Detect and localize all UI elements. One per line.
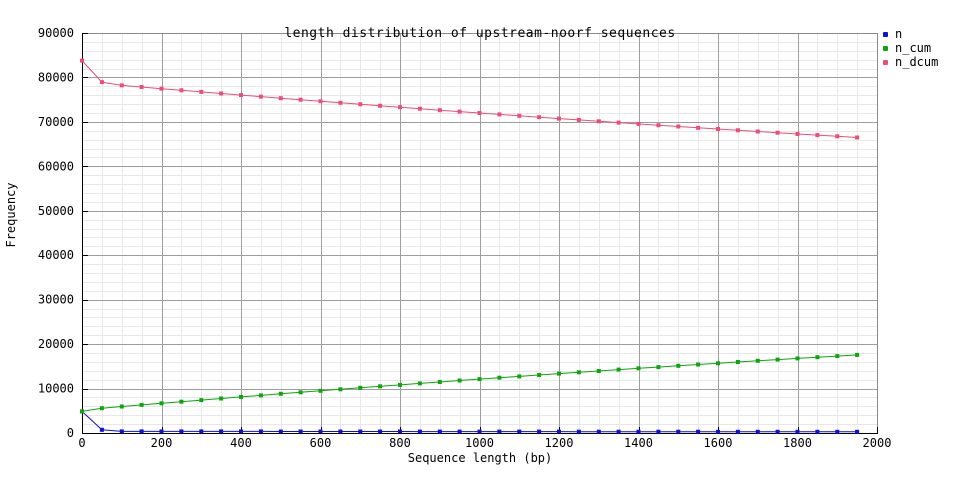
- svg-text:0: 0: [78, 436, 85, 450]
- svg-text:1200: 1200: [545, 436, 574, 450]
- series-n_cum: [80, 352, 860, 414]
- legend-marker-n-cum: [883, 45, 888, 51]
- legend-marker-n-dcum: [883, 59, 888, 65]
- y-axis-label: Frequency: [4, 182, 18, 248]
- x-tick-labels: 0 200 400 600 800 1000 1200 1400 1600 1800 2000: [78, 436, 891, 450]
- svg-text:70000: 70000: [38, 115, 74, 129]
- svg-text:60000: 60000: [38, 159, 74, 173]
- svg-text:90000: 90000: [38, 26, 74, 40]
- legend-item-n-dcum: n_dcum: [883, 56, 938, 68]
- svg-text:50000: 50000: [38, 204, 74, 218]
- svg-text:1600: 1600: [704, 436, 733, 450]
- legend: n n_cum n_dcum: [883, 28, 938, 68]
- svg-text:200: 200: [151, 436, 173, 450]
- svg-text:0: 0: [67, 426, 74, 440]
- svg-text:1000: 1000: [465, 436, 494, 450]
- legend-item-n-cum: n_cum: [883, 42, 938, 54]
- svg-text:40000: 40000: [38, 248, 74, 262]
- legend-label-n-dcum: n_dcum: [895, 55, 939, 69]
- svg-text:10000: 10000: [38, 382, 74, 396]
- legend-marker-n: [883, 31, 888, 37]
- y-tick-labels: 0 10000 20000 30000 40000 50000 60000 70000 8000…: [38, 26, 74, 440]
- svg-text:30000: 30000: [38, 293, 74, 307]
- svg-text:800: 800: [389, 436, 411, 450]
- svg-text:1800: 1800: [783, 436, 812, 450]
- svg-text:600: 600: [310, 436, 332, 450]
- chart-title: length distribution of upstream-noorf se…: [284, 26, 676, 41]
- svg-text:20000: 20000: [38, 337, 74, 351]
- legend-label-n-cum: n_cum: [895, 41, 932, 55]
- series-n: [80, 409, 860, 434]
- legend-item-n: n: [883, 28, 938, 40]
- svg-text:80000: 80000: [38, 70, 74, 84]
- legend-label-n: n: [895, 27, 903, 41]
- svg-text:1400: 1400: [624, 436, 653, 450]
- svg-text:2000: 2000: [863, 436, 892, 450]
- x-axis-label: Sequence length (bp): [407, 451, 553, 465]
- svg-text:400: 400: [230, 436, 252, 450]
- series-n_dcum: [80, 58, 860, 140]
